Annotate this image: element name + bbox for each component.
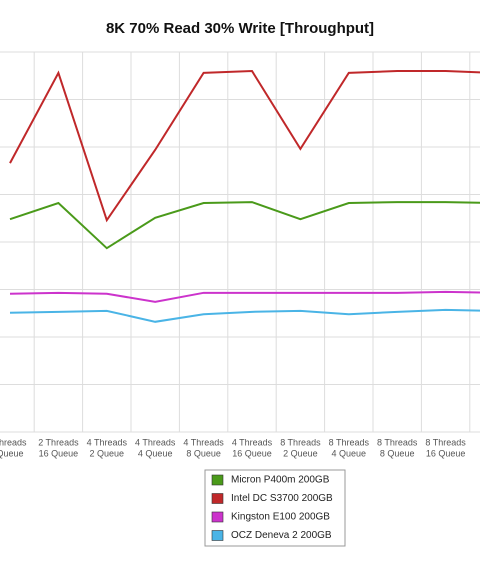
x-tick-label: 8 Threads bbox=[329, 437, 370, 447]
series-line bbox=[9, 308, 480, 323]
chart-title: 8K 70% Read 30% Write [Throughput] bbox=[106, 20, 374, 37]
legend-label: OCZ Deneva 2 200GB bbox=[231, 530, 332, 541]
x-tick-label: 8 Threads bbox=[425, 437, 466, 447]
series-line bbox=[9, 201, 480, 250]
legend-box bbox=[204, 469, 346, 547]
x-tick-label: 16 Queue bbox=[426, 448, 466, 458]
x-tick-label: 2 Threads bbox=[38, 437, 79, 447]
x-tick-label: 8 Queue bbox=[186, 448, 221, 458]
legend-label: Kingston E100 200GB bbox=[231, 512, 330, 523]
x-tick-label: 4 Threads bbox=[232, 437, 273, 447]
legend-swatch bbox=[211, 493, 224, 504]
x-tick-label: 8 Threads bbox=[280, 437, 321, 447]
x-tick-label: 2 Queue bbox=[283, 448, 318, 458]
x-tick-label: Threads bbox=[0, 437, 27, 447]
x-tick-label: 16 Queue bbox=[232, 448, 272, 458]
x-tick-label: 8 Queue bbox=[380, 448, 415, 458]
x-tick-label: 8 Threads bbox=[377, 437, 418, 447]
x-tick-label: 4 Threads bbox=[183, 437, 224, 447]
x-tick-label: 4 Queue bbox=[138, 448, 173, 458]
legend-swatch bbox=[211, 530, 224, 541]
legend-swatch bbox=[211, 474, 224, 486]
x-tick-label: Queue bbox=[0, 448, 24, 458]
legend-swatch bbox=[211, 511, 224, 523]
series-line bbox=[9, 290, 480, 303]
x-tick-label: 16 Queue bbox=[39, 448, 79, 458]
series-line bbox=[9, 69, 480, 223]
x-tick-label: 4 Threads bbox=[87, 437, 128, 447]
x-tick-label: 4 Queue bbox=[332, 448, 367, 458]
legend-label: Intel DC S3700 200GB bbox=[231, 493, 333, 504]
x-tick-label: 4 Threads bbox=[135, 437, 176, 447]
legend-label: Micron P400m 200GB bbox=[231, 475, 330, 486]
x-tick-label: 2 Queue bbox=[90, 448, 125, 458]
